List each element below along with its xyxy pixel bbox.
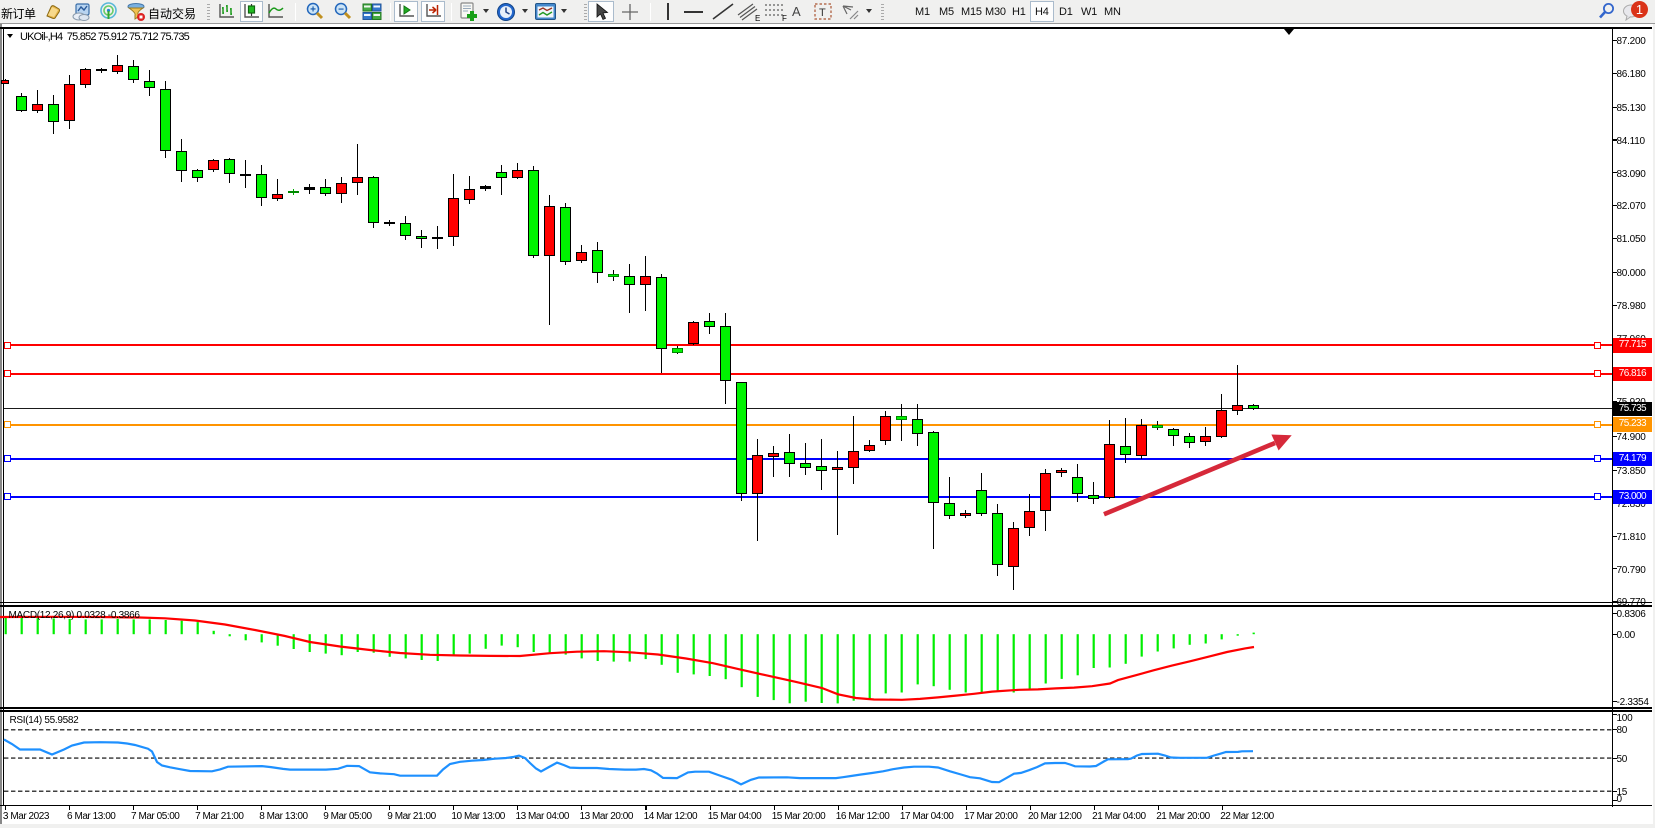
svg-text:−: − xyxy=(338,5,344,16)
svg-text:E: E xyxy=(755,14,760,22)
svg-text:F: F xyxy=(782,14,787,22)
svg-text:T: T xyxy=(819,7,826,19)
svg-text:+: + xyxy=(310,5,316,16)
